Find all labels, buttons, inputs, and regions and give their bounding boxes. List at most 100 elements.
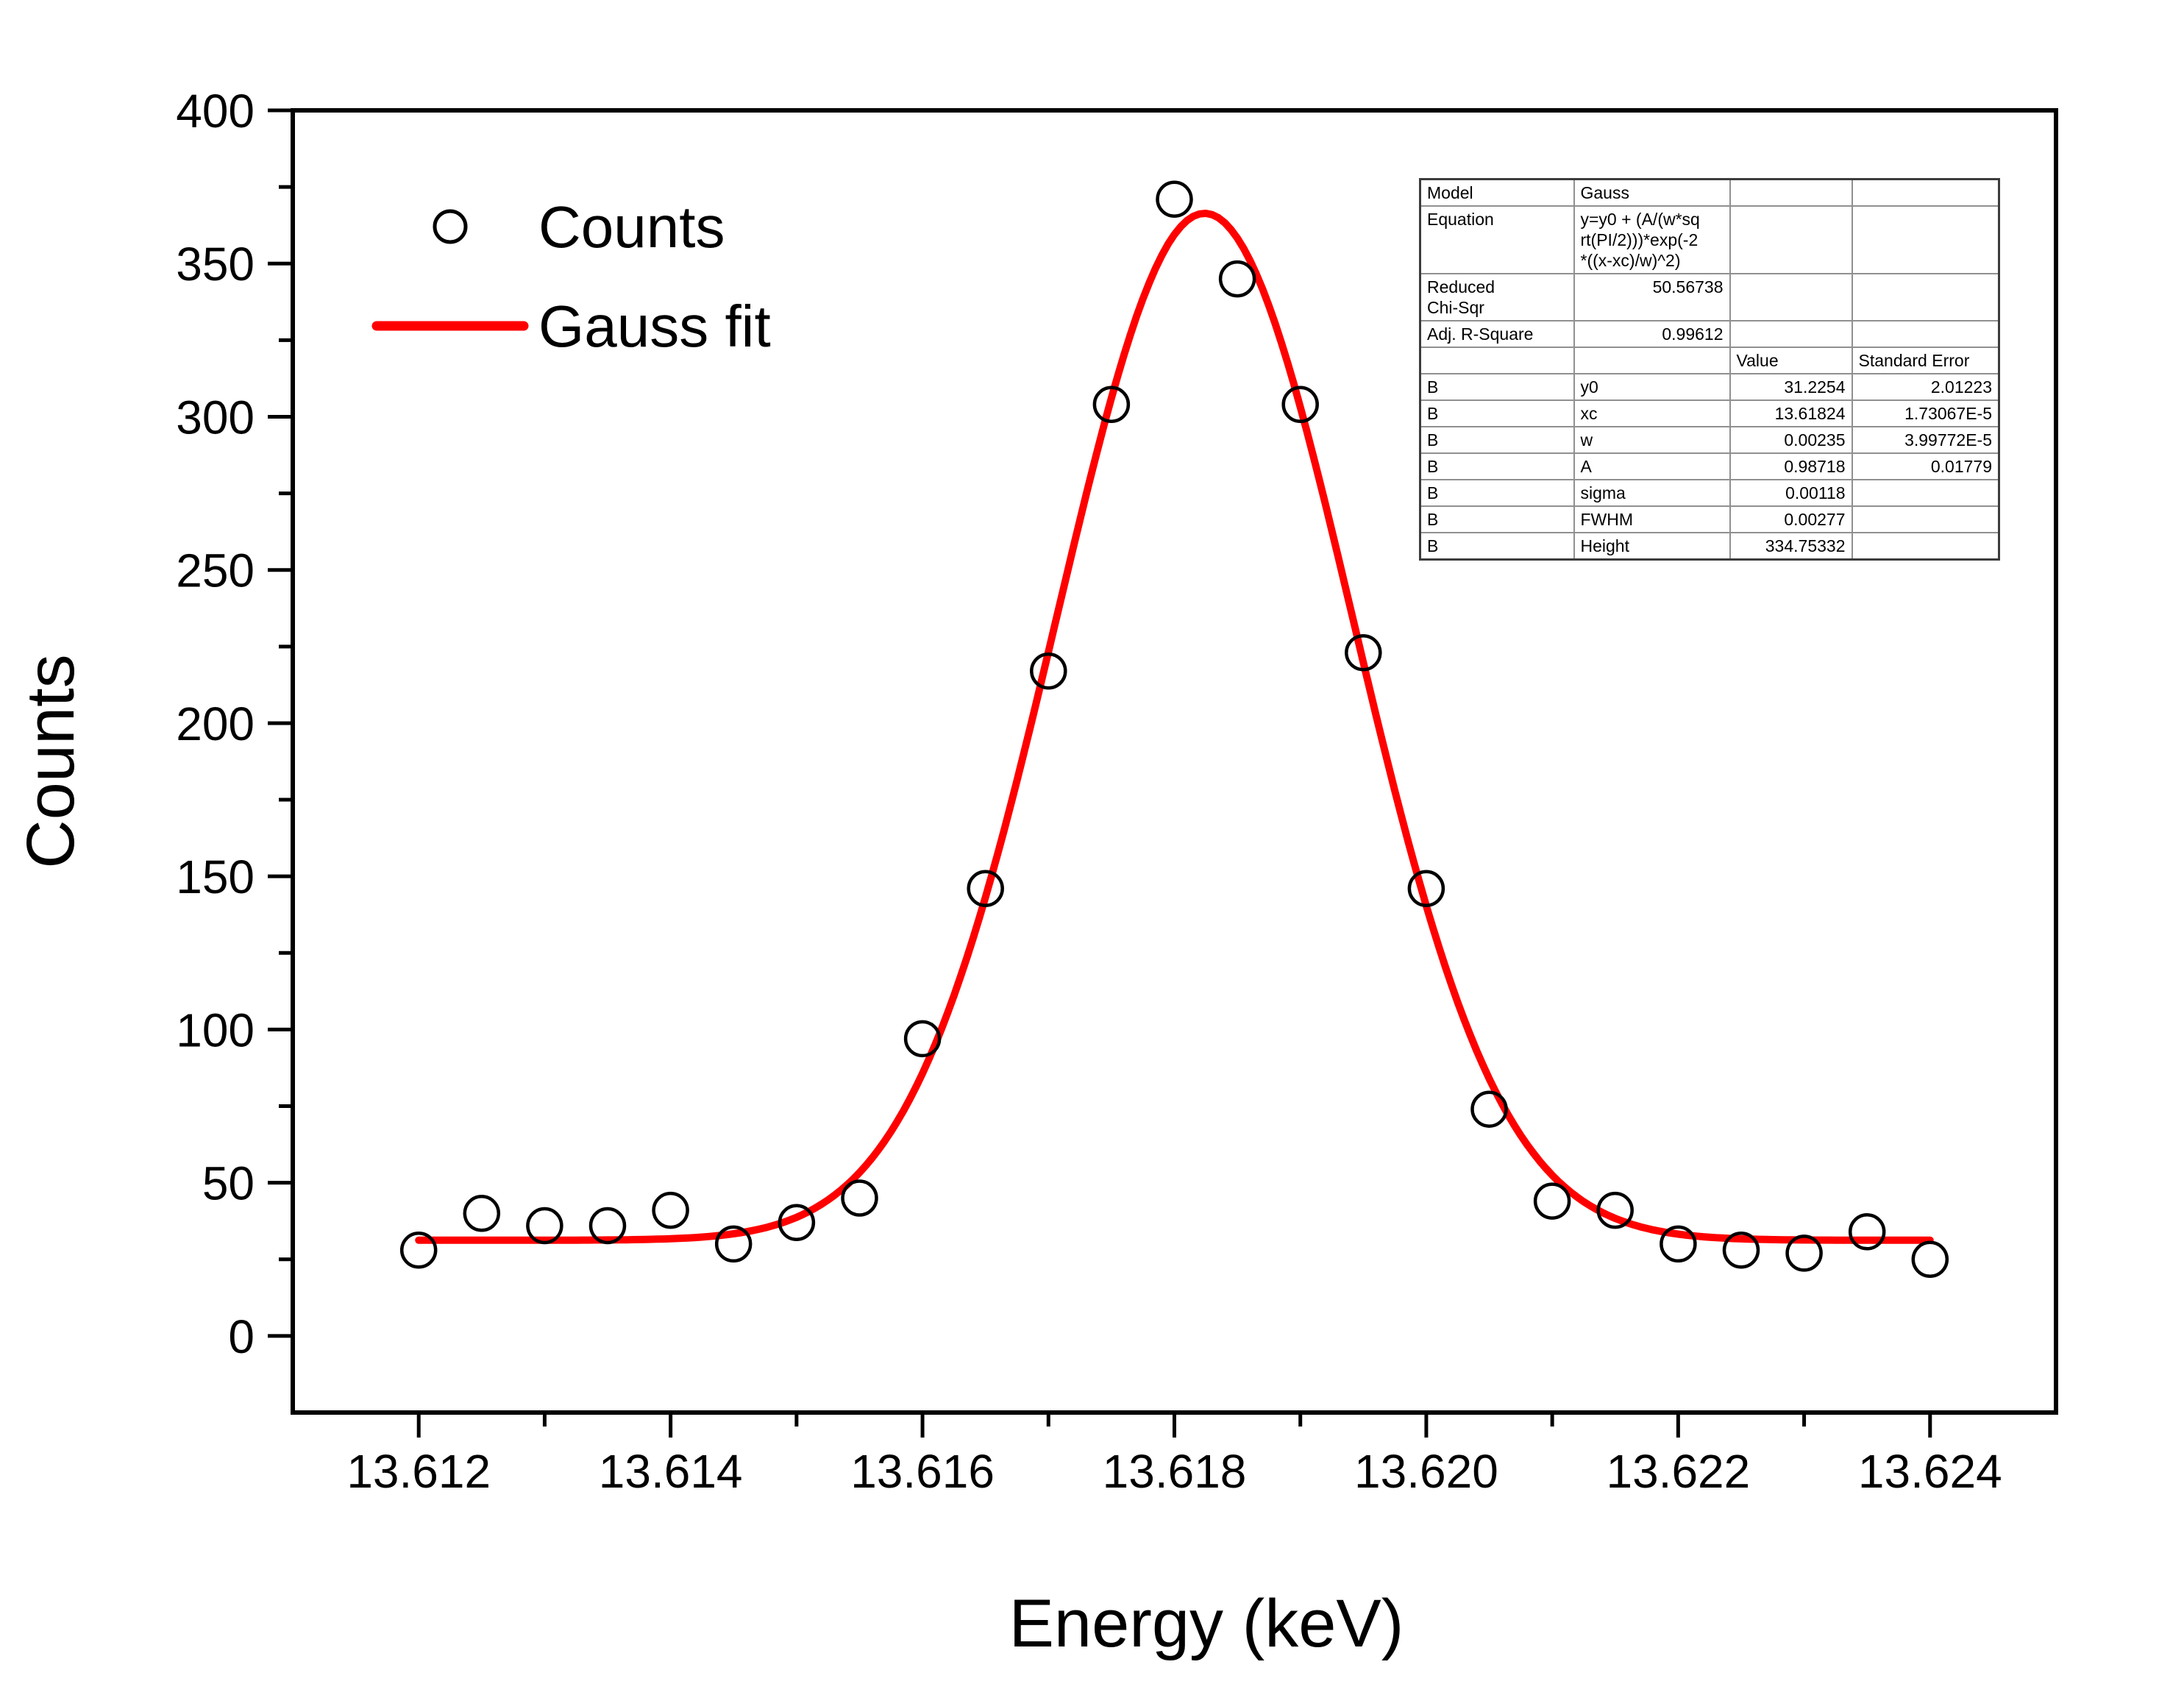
- fit-table-cell: Reduced Chi-Sqr: [1419, 273, 1575, 321]
- fit-table-cell: 3.99772E-5: [1851, 426, 2000, 454]
- fit-table-cell: 0.00277: [1729, 505, 1853, 533]
- fit-table-row: B A 0.98718 0.01779: [1419, 452, 2000, 480]
- data-point: [1533, 1182, 1571, 1220]
- fit-table-cell: [1729, 273, 1853, 321]
- fit-table-row: Equation y=y0 + (A/(w*sq rt(PI/2)))*exp(-…: [1419, 205, 2000, 274]
- x-tick-label: 13.624: [1858, 1445, 2002, 1498]
- fit-table-cell: [1419, 347, 1575, 374]
- fit-table-cell: [1729, 178, 1853, 207]
- fit-table-cell: [1851, 532, 2000, 561]
- fit-table-row: B Height 334.75332: [1419, 532, 2000, 561]
- fit-table-cell: [1729, 320, 1853, 348]
- fit-table-row: Adj. R-Square 0.99612: [1419, 320, 2000, 348]
- data-point: [1660, 1225, 1697, 1263]
- data-point: [1345, 633, 1382, 672]
- fit-table-cell: [1851, 505, 2000, 533]
- fit-table-cell: Adj. R-Square: [1419, 320, 1575, 348]
- fit-table-cell: y=y0 + (A/(w*sq rt(PI/2)))*exp(-2 *((x-x…: [1573, 205, 1731, 274]
- data-point: [1030, 652, 1067, 690]
- data-point: [1156, 180, 1193, 219]
- y-axis-ticks: 0 50 100 150 200 250 300 350 400: [176, 85, 293, 1363]
- fit-table-cell: 2.01223: [1851, 373, 2000, 401]
- fit-results-table-grid: Model Gauss Equation y=y0 + (A/(w*sq rt(PI/…: [1419, 178, 2000, 561]
- x-tick-label: 13.622: [1606, 1445, 1750, 1498]
- y-tick-label: 100: [176, 1003, 255, 1056]
- data-point: [778, 1204, 816, 1242]
- fit-table-cell: B: [1419, 452, 1575, 480]
- legend-counts-marker: [433, 209, 468, 244]
- data-point: [1911, 1240, 1949, 1279]
- data-point: [903, 1020, 942, 1058]
- fit-table-cell: [1851, 178, 2000, 207]
- fit-table-cell: Equation: [1419, 205, 1575, 274]
- fit-table-cell: [1851, 320, 2000, 348]
- y-tick-label: 300: [176, 391, 255, 444]
- y-tick-label: 350: [176, 238, 255, 291]
- y-tick-label: 400: [176, 85, 255, 138]
- fit-table-cell: 1.73067E-5: [1851, 399, 2000, 427]
- fit-table-row: Value Standard Error: [1419, 347, 2000, 374]
- fit-table-cell: B: [1419, 479, 1575, 507]
- fit-table-cell: [1729, 205, 1853, 274]
- fit-table-cell: 0.99612: [1573, 320, 1731, 348]
- fit-results-table: Model Gauss Equation y=y0 + (A/(w*sq rt(PI/…: [1419, 178, 2000, 561]
- data-point: [463, 1195, 501, 1232]
- fit-table-row: B FWHM 0.00277: [1419, 505, 2000, 533]
- fit-table-cell: 31.2254: [1729, 373, 1853, 401]
- fit-table-cell: 0.98718: [1729, 452, 1853, 480]
- legend-fit-label: Gauss fit: [538, 294, 771, 359]
- fit-curve: [415, 210, 1934, 1244]
- fit-table-cell: Gauss: [1573, 178, 1731, 207]
- data-point: [1848, 1213, 1886, 1251]
- x-axis-ticks: 13.612 13.614 13.616 13.618 13.620 13.622 13.6…: [346, 1413, 2002, 1498]
- data-point: [399, 1232, 438, 1269]
- y-tick-label: 0: [228, 1310, 255, 1363]
- data-point: [1785, 1234, 1823, 1272]
- fit-table-cell: 0.00235: [1729, 426, 1853, 454]
- fit-table-row: Reduced Chi-Sqr 50.56738: [1419, 273, 2000, 321]
- fit-table-cell: Height: [1573, 532, 1731, 561]
- x-tick-label: 13.612: [346, 1445, 491, 1498]
- data-point: [1722, 1232, 1760, 1269]
- fit-table-row: Model Gauss: [1419, 178, 2000, 207]
- fit-curve-group: [415, 210, 1934, 1244]
- x-tick-label: 13.616: [850, 1445, 995, 1498]
- fit-table-cell: 0.00118: [1729, 479, 1853, 507]
- fit-table-cell: 13.61824: [1729, 399, 1853, 427]
- fit-table-cell: [1573, 347, 1731, 374]
- data-point: [841, 1179, 878, 1217]
- data-point: [1092, 386, 1131, 424]
- data-point: [1596, 1191, 1634, 1229]
- y-tick-label: 150: [176, 850, 255, 903]
- fit-table-cell: A: [1573, 452, 1731, 480]
- fit-table-cell: y0: [1573, 373, 1731, 401]
- fit-table-cell: 334.75332: [1729, 532, 1853, 561]
- fit-table-cell: xc: [1573, 399, 1731, 427]
- y-tick-label: 50: [202, 1157, 255, 1210]
- fit-table-cell: B: [1419, 426, 1575, 454]
- data-points-group: [399, 180, 1949, 1279]
- fit-table-cell: Value: [1729, 347, 1853, 374]
- fit-table-cell: [1851, 273, 2000, 321]
- x-tick-label: 13.614: [599, 1445, 743, 1498]
- fit-table-cell: [1851, 479, 2000, 507]
- legend-counts-label: Counts: [538, 194, 725, 260]
- fit-table-cell: w: [1573, 426, 1731, 454]
- fit-table-cell: B: [1419, 373, 1575, 401]
- y-tick-label: 200: [176, 697, 255, 750]
- y-tick-label: 250: [176, 544, 255, 597]
- data-point: [1218, 260, 1256, 298]
- fit-table-cell: 0.01779: [1851, 452, 2000, 480]
- x-axis-title: Energy (keV): [1009, 1586, 1404, 1661]
- fit-table-cell: Standard Error: [1851, 347, 2000, 374]
- data-point: [1470, 1090, 1508, 1128]
- fit-table-cell: B: [1419, 399, 1575, 427]
- fit-table-cell: B: [1419, 505, 1575, 533]
- fit-table-cell: 50.56738: [1573, 273, 1731, 321]
- fit-table-cell: FWHM: [1573, 505, 1731, 533]
